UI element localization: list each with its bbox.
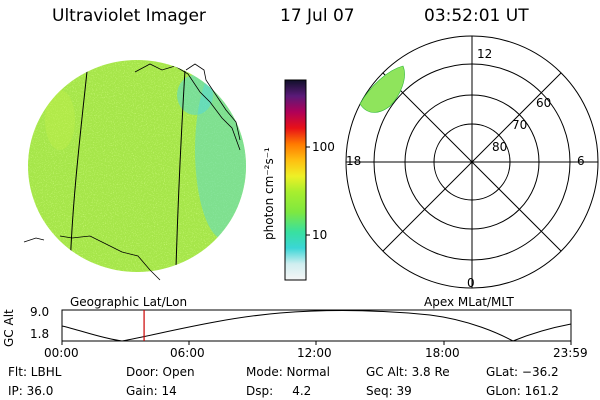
altitude-curve xyxy=(61,310,572,342)
info-glat: GLat: −36.2 xyxy=(486,365,559,379)
right-panel-caption: Apex MLat/MLT xyxy=(424,295,514,309)
polar-label-12: 12 xyxy=(477,47,493,61)
info-ip: IP: 36.0 xyxy=(8,384,54,398)
altitude-xtick-3: 18:00 xyxy=(425,346,460,360)
info-glon: GLon: 161.2 xyxy=(486,384,559,398)
polar-label-80: 80 xyxy=(492,140,508,154)
info-dsp: Dsp: 4.2 xyxy=(246,384,312,398)
altitude-plot xyxy=(61,309,572,345)
polar-plot xyxy=(345,35,599,289)
altitude-xtick-0: 00:00 xyxy=(44,346,79,360)
altitude-xtick-2: 12:00 xyxy=(297,346,332,360)
altitude-xtick-4: 23:59 xyxy=(553,346,588,360)
polar-label-60: 60 xyxy=(536,96,552,110)
altitude-xtick-1: 06:00 xyxy=(170,346,205,360)
date-label: 17 Jul 07 xyxy=(280,6,355,26)
info-seq: Seq: 39 xyxy=(366,384,412,398)
info-flt: Flt: LBHL xyxy=(8,365,62,379)
uv-image-disk xyxy=(23,60,246,281)
info-gc-alt: GC Alt: 3.8 Re xyxy=(366,365,450,379)
altitude-ytick-top: 9.0 xyxy=(30,305,50,319)
polar-aurora-patch xyxy=(359,65,405,113)
info-gain: Gain: 14 xyxy=(126,384,177,398)
polar-label-0: 0 xyxy=(467,276,475,290)
colorbar-unit-label: photon cm⁻²s⁻¹ xyxy=(262,147,276,240)
app-title: Ultraviolet Imager xyxy=(52,6,206,26)
colorbar-tick-100: 100 xyxy=(312,140,335,154)
polar-label-6: 6 xyxy=(577,154,585,168)
time-label: 03:52:01 UT xyxy=(424,6,529,26)
colorbar-tick-10: 10 xyxy=(312,228,328,242)
info-door: Door: Open xyxy=(126,365,195,379)
polar-label-70: 70 xyxy=(512,118,528,132)
info-mode: Mode: Normal xyxy=(246,365,330,379)
left-panel-caption: Geographic Lat/Lon xyxy=(70,295,188,309)
altitude-ylabel: GC Alt xyxy=(2,309,16,347)
color-bar xyxy=(284,79,310,281)
polar-label-18: 18 xyxy=(346,154,362,168)
altitude-ytick-bottom: 1.8 xyxy=(30,327,50,341)
